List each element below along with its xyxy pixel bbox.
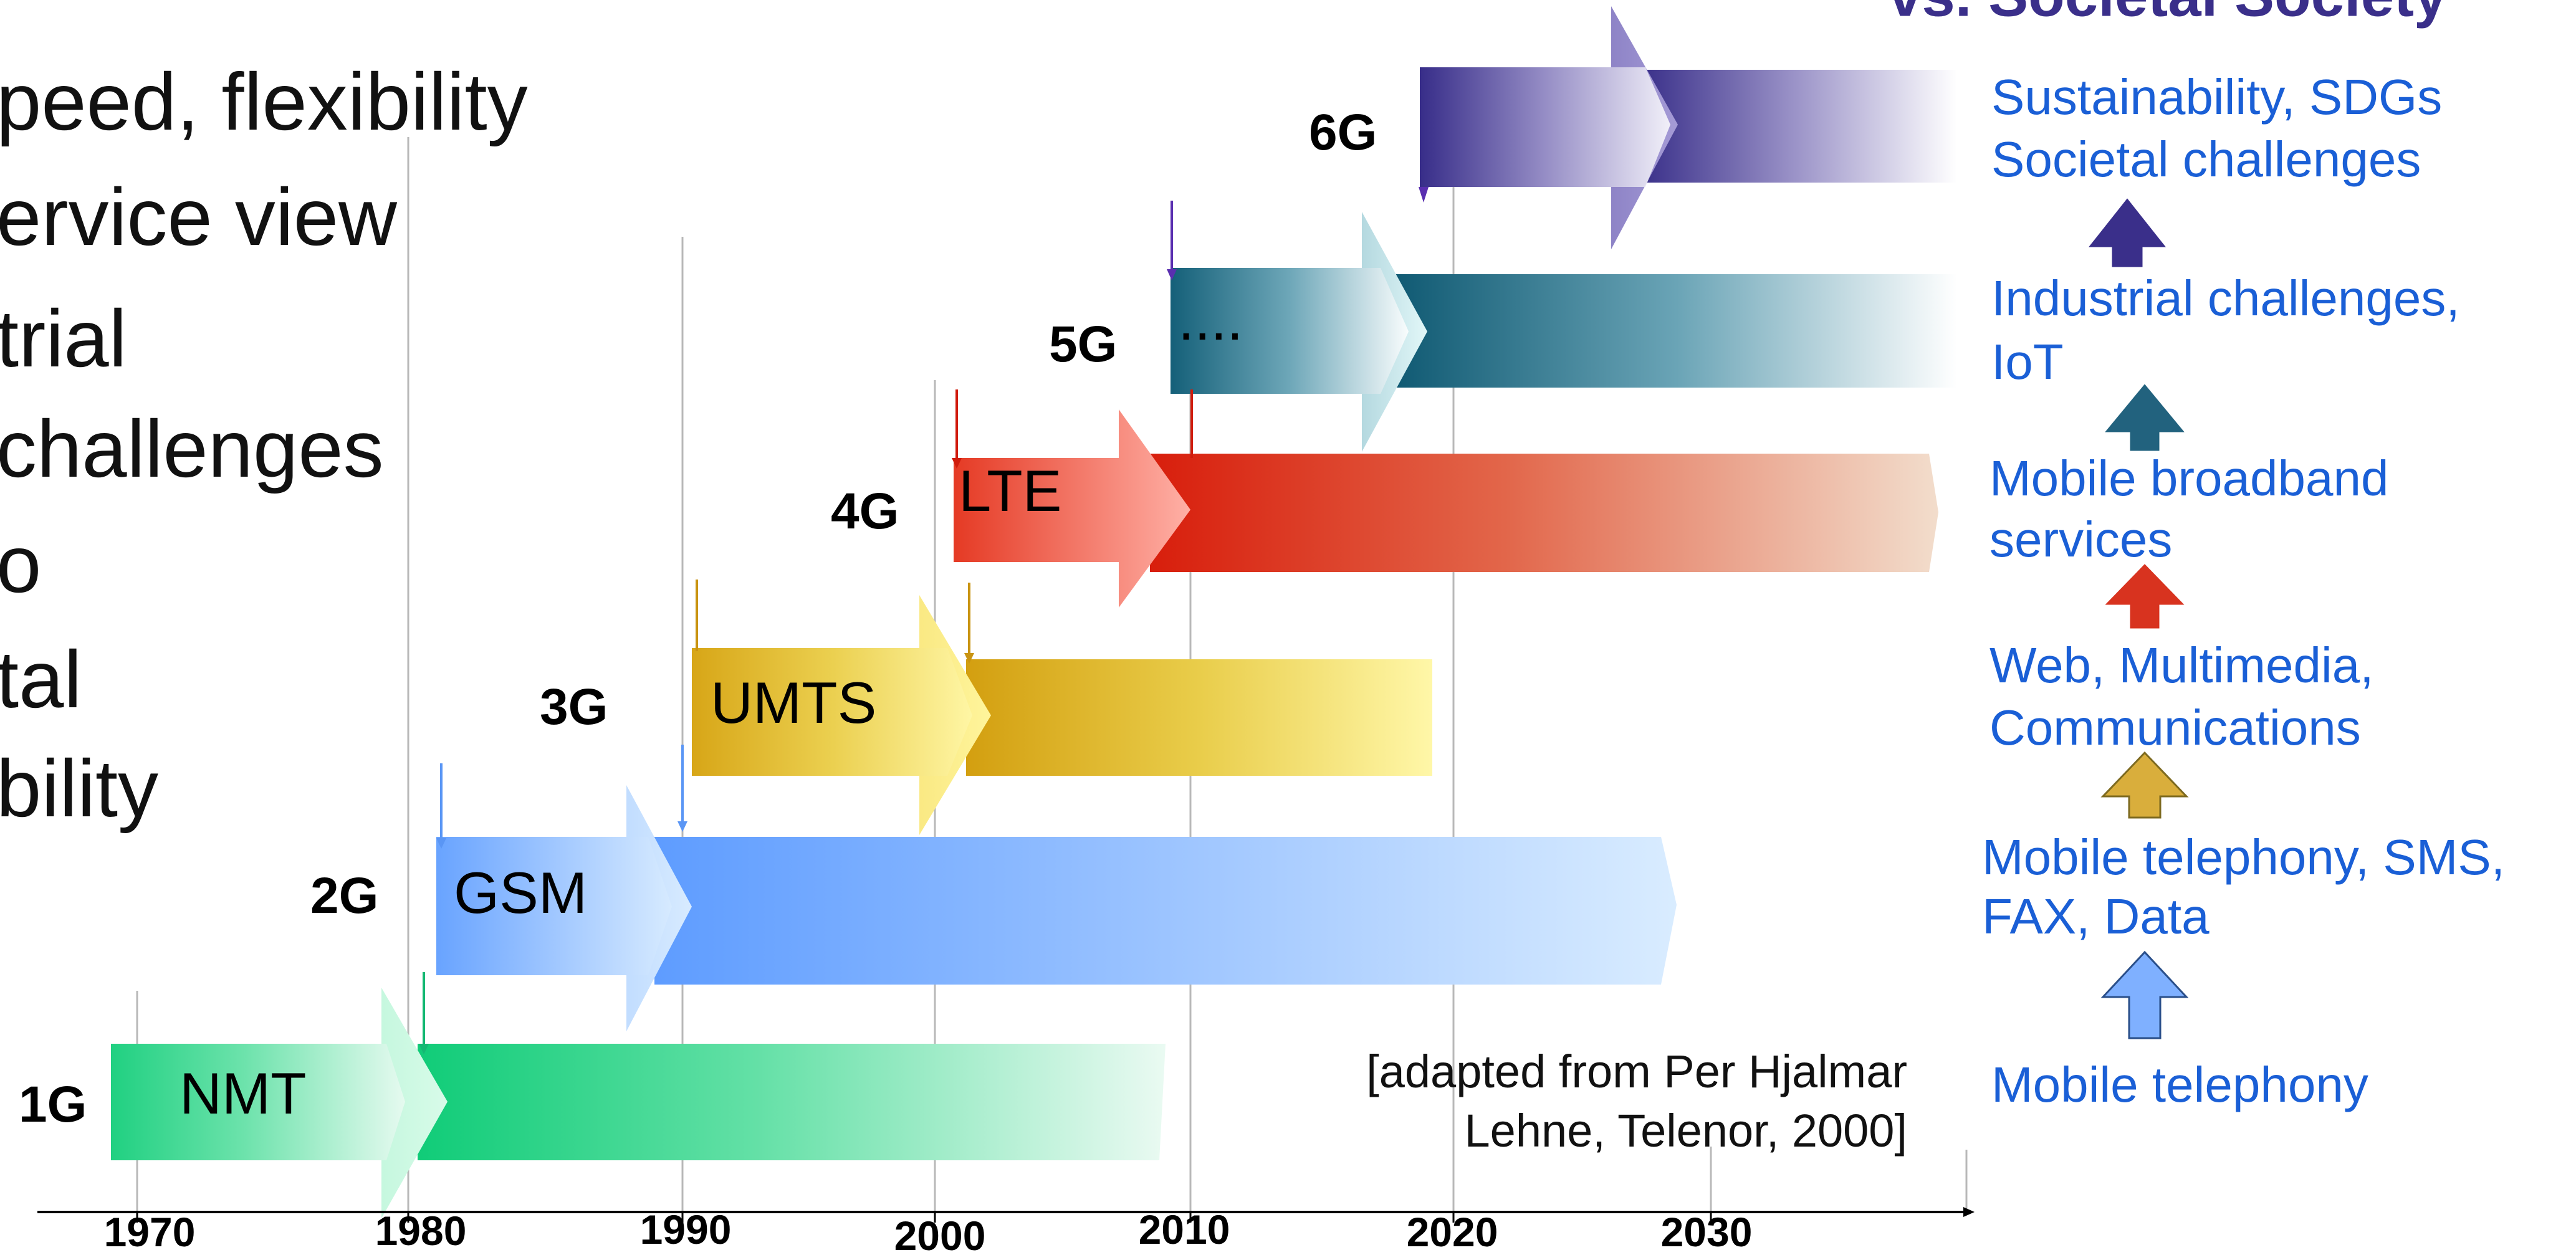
up-arrow-icon: [2084, 195, 2170, 269]
services-column: Sustainability, SDGs Societal challenges…: [1982, 69, 2505, 1112]
generation-3g-band: [692, 595, 1432, 835]
service-6g-line-2: Societal challenges: [1991, 131, 2421, 187]
citation-line-1: [adapted from Per Hjalmar: [1366, 1046, 1907, 1097]
header-partial: vs. Societal Society: [1889, 0, 2447, 29]
up-arrow-icon: [2100, 950, 2189, 1039]
system-label-lte: LTE: [959, 458, 1061, 523]
bullet-line: o: [0, 518, 41, 609]
system-label-gsm: GSM: [454, 860, 587, 925]
gen-label-3g: 3G: [540, 679, 608, 735]
gen-label-4g: 4G: [831, 483, 899, 540]
year-label: 2020: [1407, 1209, 1498, 1255]
year-label: 2000: [894, 1213, 986, 1255]
service-4g-line-2: services: [1989, 512, 2172, 567]
left-bullets: peed, flexibility ervice view trial chal…: [0, 56, 528, 834]
bullet-line: peed, flexibility: [0, 56, 528, 147]
marker-6g: [1419, 187, 1429, 203]
bullet-line: ervice view: [0, 171, 398, 262]
citation: [adapted from Per Hjalmar Lehne, Telenor…: [1366, 1046, 1907, 1157]
up-arrow-icon: [2100, 381, 2189, 453]
system-label-5g: ....: [1178, 287, 1243, 352]
year-label: 2030: [1661, 1209, 1753, 1255]
year-label: 2010: [1139, 1206, 1230, 1253]
generation-5g-band: [1171, 212, 1957, 452]
gen-label-6g: 6G: [1309, 104, 1377, 161]
up-arrow-icon: [2100, 751, 2189, 819]
year-label: 1990: [640, 1206, 732, 1253]
year-label: 1980: [375, 1208, 467, 1254]
citation-line-2: Lehne, Telenor, 2000]: [1465, 1105, 1907, 1157]
bullet-line: bility: [0, 743, 158, 834]
service-6g-line-1: Sustainability, SDGs: [1991, 69, 2442, 125]
generation-2g-band: [436, 785, 1677, 1031]
bullet-line: challenges: [0, 403, 384, 494]
service-5g-line-1: Industrial challenges,: [1991, 270, 2460, 326]
service-2g-line-1: Mobile telephony, SMS,: [1982, 829, 2505, 885]
generation-1g-band: [111, 988, 1166, 1218]
bullet-line: trial: [0, 293, 127, 384]
service-2g-line-2: FAX, Data: [1982, 889, 2210, 944]
system-label-nmt: NMT: [180, 1061, 307, 1126]
year-label: 1970: [104, 1209, 196, 1255]
generation-6g-band: [1420, 6, 1957, 249]
service-5g-line-2: IoT: [1991, 334, 2064, 389]
time-axis: 1970 1980 1990 2000 2010 2020 2030: [37, 1206, 1975, 1255]
gen-label-5g: 5G: [1049, 316, 1117, 373]
up-arrow-icon: [2100, 561, 2189, 631]
gen-label-1g: 1G: [19, 1076, 87, 1133]
gen-label-2g: 2G: [310, 867, 378, 924]
service-3g-line-1: Web, Multimedia,: [1989, 637, 2374, 693]
bullet-line: tal: [0, 634, 82, 725]
service-3g-line-2: Communications: [1989, 700, 2361, 755]
start-markers: [419, 187, 1429, 1054]
service-4g-line-1: Mobile broadband: [1989, 451, 2388, 506]
system-label-umts: UMTS: [711, 670, 876, 735]
service-1g-line-1: Mobile telephony: [1991, 1057, 2368, 1112]
generation-4g-band: [954, 409, 1938, 608]
